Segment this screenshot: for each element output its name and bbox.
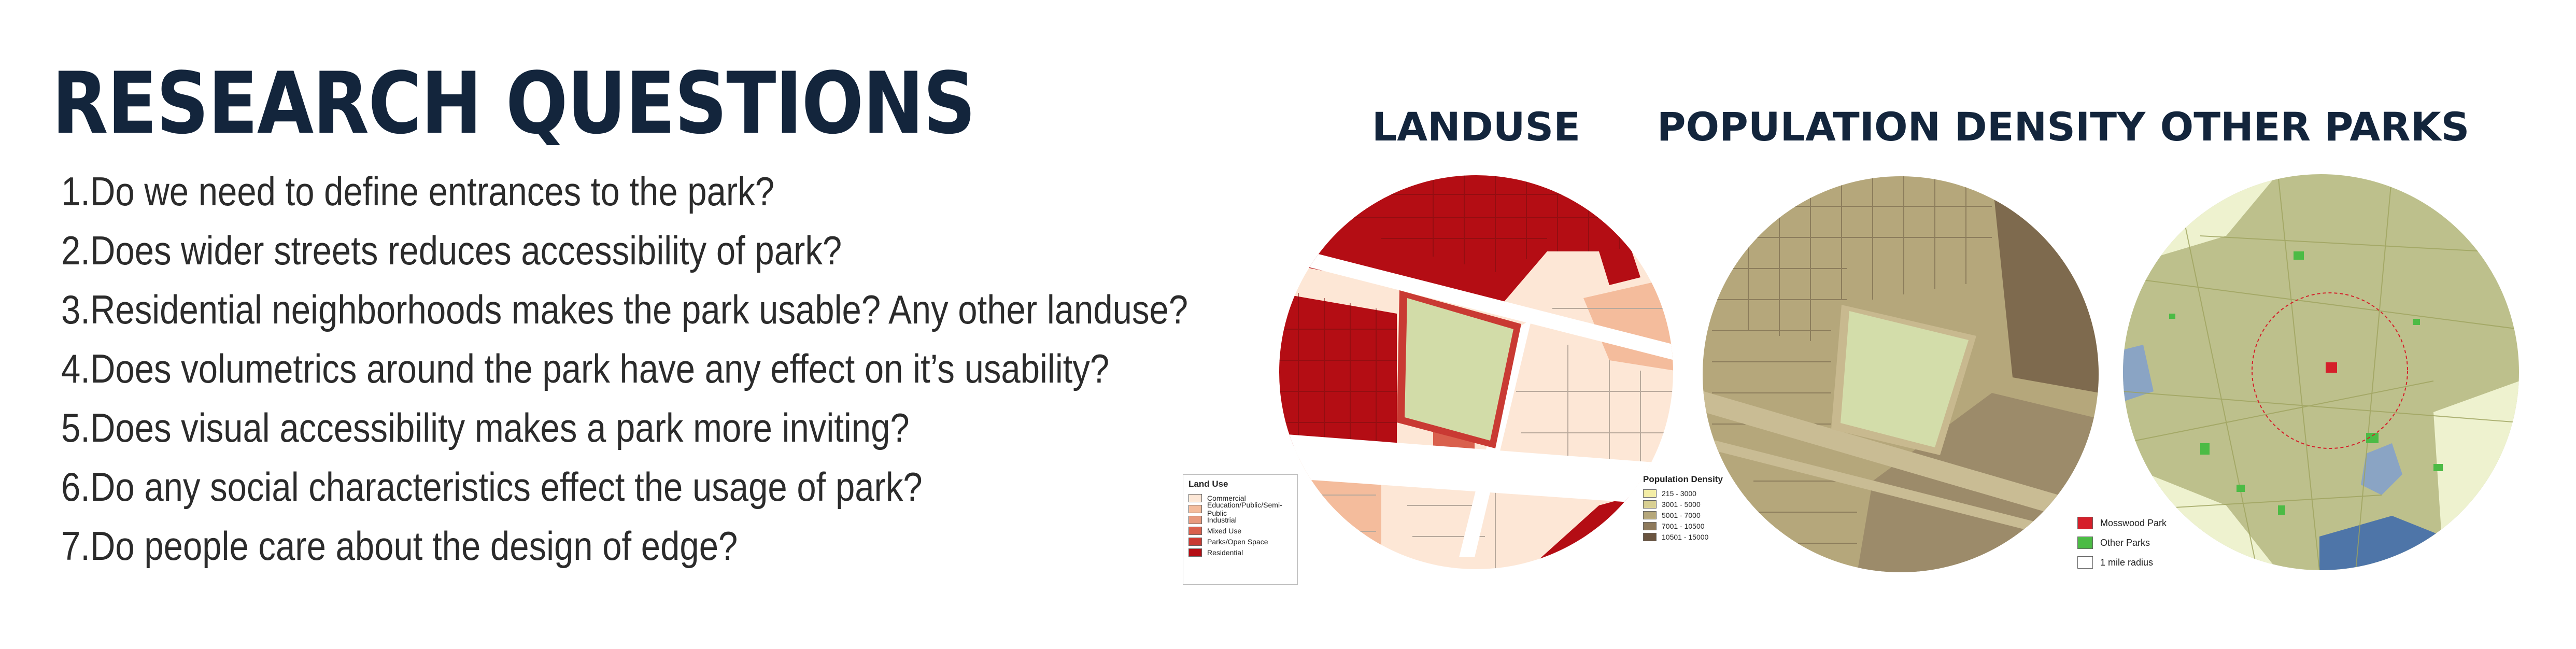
- density-map-title: POPULATION DENSITY: [1657, 104, 2146, 150]
- legend-label: Industrial: [1207, 515, 1237, 524]
- density-legend-item: 3001 - 5000: [1643, 499, 1736, 510]
- parks-legend: Mosswood Park Other Parks 1 mile radius: [2077, 513, 2181, 572]
- legend-title: Land Use: [1188, 479, 1228, 489]
- legend-swatch: [1643, 521, 1657, 530]
- landuse-legend-item: Commercial: [1188, 492, 1292, 503]
- legend-label: 215 - 3000: [1662, 489, 1696, 498]
- population-density-map: [1703, 176, 2099, 572]
- legend-title: Population Density: [1643, 474, 1723, 484]
- legend-swatch: [1643, 500, 1657, 509]
- research-question: 6.Do any social characteristics effect t…: [61, 464, 923, 510]
- legend-label: 1 mile radius: [2100, 557, 2154, 568]
- landuse-map-title: LANDUSE: [1371, 104, 1581, 150]
- legend-label: Education/Public/Semi-Public: [1207, 500, 1282, 517]
- landuse-legend-item: Residential: [1188, 547, 1292, 558]
- legend-swatch: [2077, 517, 2093, 529]
- research-question: 1.Do we need to define entrances to the …: [61, 168, 775, 214]
- legend-label: Mosswood Park: [2100, 517, 2167, 528]
- legend-label: Commercial: [1207, 493, 1246, 502]
- landuse-legend-item: Industrial: [1188, 514, 1292, 525]
- landuse-map: [1279, 175, 1673, 569]
- legend-swatch: [2077, 556, 2093, 569]
- density-legend-item: 10501 - 15000: [1643, 531, 1736, 542]
- landuse-legend-item: Parks/Open Space: [1188, 536, 1292, 547]
- legend-swatch: [1188, 515, 1202, 524]
- legend-swatch: [1643, 532, 1657, 541]
- density-legend-item: 215 - 3000: [1643, 488, 1736, 499]
- legend-label: 10501 - 15000: [1662, 532, 1709, 541]
- research-question: 4.Does volumetrics around the park have …: [61, 346, 1110, 391]
- legend-label: 5001 - 7000: [1662, 511, 1701, 519]
- research-question: 3.Residential neighborhoods makes the pa…: [61, 287, 1188, 332]
- research-question: 5.Does visual accessibility makes a park…: [61, 405, 910, 450]
- landuse-legend-item: Education/Public/Semi-Public: [1188, 500, 1292, 517]
- legend-label: Other Parks: [2100, 537, 2150, 548]
- legend-label: Mixed Use: [1207, 526, 1242, 535]
- legend-swatch: [1188, 504, 1202, 513]
- legend-swatch: [1643, 511, 1657, 519]
- landuse-legend: Land Use Commercial Education/Public/Semi…: [1183, 474, 1298, 585]
- parks-map-title: OTHER PARKS: [2160, 104, 2470, 150]
- parks-legend-item: Mosswood Park: [2077, 513, 2181, 533]
- legend-swatch: [1643, 489, 1657, 498]
- legend-swatch: [2077, 537, 2093, 549]
- research-question: 2.Does wider streets reduces accessibili…: [61, 228, 842, 273]
- research-question: 7.Do people care about the design of edg…: [61, 523, 738, 569]
- density-legend: Population Density 215 - 3000 3001 - 5000…: [1643, 474, 1736, 542]
- parks-legend-item: 1 mile radius: [2077, 553, 2181, 572]
- legend-label: Residential: [1207, 548, 1243, 557]
- page-title: RESEARCH QUESTIONS: [52, 54, 976, 153]
- legend-label: 7001 - 10500: [1662, 521, 1705, 530]
- legend-swatch: [1188, 493, 1202, 502]
- other-parks-map: [2123, 174, 2519, 570]
- legend-swatch: [1188, 548, 1202, 557]
- legend-label: Parks/Open Space: [1207, 537, 1268, 546]
- parks-legend-item: Other Parks: [2077, 533, 2181, 553]
- density-legend-item: 5001 - 7000: [1643, 510, 1736, 520]
- legend-swatch: [1188, 537, 1202, 546]
- legend-swatch: [1188, 526, 1202, 535]
- density-legend-item: 7001 - 10500: [1643, 520, 1736, 531]
- legend-label: 3001 - 5000: [1662, 500, 1701, 509]
- landuse-legend-item: Mixed Use: [1188, 525, 1292, 536]
- research-question-list: 1.Do we need to define entrances to the …: [61, 162, 1371, 575]
